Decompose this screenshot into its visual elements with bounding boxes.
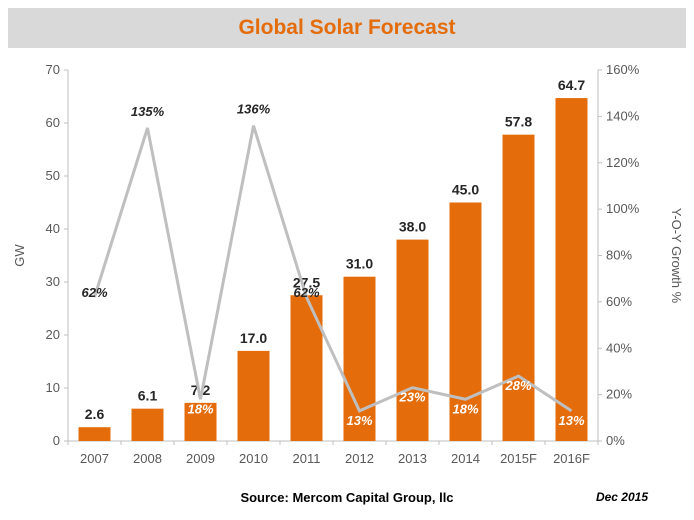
right-tick-label: 0% xyxy=(606,433,625,448)
bar xyxy=(555,98,588,441)
growth-value-label: 62% xyxy=(293,285,319,300)
left-tick-label: 0 xyxy=(53,433,60,448)
left-tick-label: 30 xyxy=(46,274,60,289)
bar-value-label: 38.0 xyxy=(399,219,426,235)
y2-axis-title: Y-O-Y Growth % xyxy=(669,208,684,304)
x-tick-label: 2013 xyxy=(398,451,427,466)
bar xyxy=(290,295,323,441)
right-tick-label: 20% xyxy=(606,387,632,402)
bar-value-label: 57.8 xyxy=(505,114,532,130)
growth-value-label: 13% xyxy=(558,413,584,428)
x-tick-label: 2010 xyxy=(239,451,268,466)
bar-value-label: 6.1 xyxy=(138,388,158,404)
growth-value-label: 136% xyxy=(237,102,271,117)
chart-title-bar: Global Solar Forecast xyxy=(8,8,686,48)
right-tick-label: 140% xyxy=(606,108,640,123)
bar-value-label: 64.7 xyxy=(558,77,585,93)
x-tick-label: 2015F xyxy=(500,451,537,466)
right-tick-label: 40% xyxy=(606,340,632,355)
right-tick-label: 120% xyxy=(606,155,640,170)
left-tick-label: 20 xyxy=(46,327,60,342)
bar-value-label: 45.0 xyxy=(452,182,479,198)
growth-value-label: 135% xyxy=(131,104,165,119)
x-tick-label: 2008 xyxy=(133,451,162,466)
growth-value-label: 18% xyxy=(452,401,478,416)
growth-value-label: 62% xyxy=(81,285,107,300)
x-tick-label: 2009 xyxy=(186,451,215,466)
y-axis-title: GW xyxy=(12,244,27,267)
bar-value-label: 17.0 xyxy=(240,330,267,346)
bar xyxy=(396,239,429,441)
right-tick-label: 80% xyxy=(606,248,632,263)
left-tick-label: 70 xyxy=(46,62,60,77)
x-tick-label: 2012 xyxy=(345,451,374,466)
source-note: Source: Mercom Capital Group, llc xyxy=(240,490,454,505)
left-tick-label: 50 xyxy=(46,168,60,183)
growth-value-label: 13% xyxy=(346,413,372,428)
growth-line xyxy=(93,125,573,413)
growth-value-label: 28% xyxy=(504,378,531,393)
growth-value-label: 23% xyxy=(398,390,425,405)
x-tick-label: 2007 xyxy=(80,451,109,466)
bar xyxy=(449,202,482,441)
right-tick-label: 100% xyxy=(606,201,640,216)
date-note: Dec 2015 xyxy=(595,490,648,504)
left-tick-label: 60 xyxy=(46,115,60,130)
bar xyxy=(237,350,270,441)
bar-value-label: 31.0 xyxy=(346,256,373,272)
x-tick-label: 2014 xyxy=(451,451,480,466)
left-tick-label: 40 xyxy=(46,221,60,236)
bar-value-label: 2.6 xyxy=(85,406,105,422)
right-tick-label: 60% xyxy=(606,294,632,309)
right-tick-label: 160% xyxy=(606,62,640,77)
x-tick-label: 2016F xyxy=(553,451,590,466)
bar xyxy=(131,408,164,441)
growth-value-label: 18% xyxy=(187,401,213,416)
bar-value-label: 7.2 xyxy=(191,382,211,398)
bar xyxy=(343,276,376,441)
x-tick-label: 2011 xyxy=(293,451,321,466)
bar xyxy=(502,134,535,441)
bar xyxy=(184,402,217,441)
bar xyxy=(78,427,111,441)
left-tick-label: 10 xyxy=(46,380,60,395)
chart-title: Global Solar Forecast xyxy=(238,16,456,39)
